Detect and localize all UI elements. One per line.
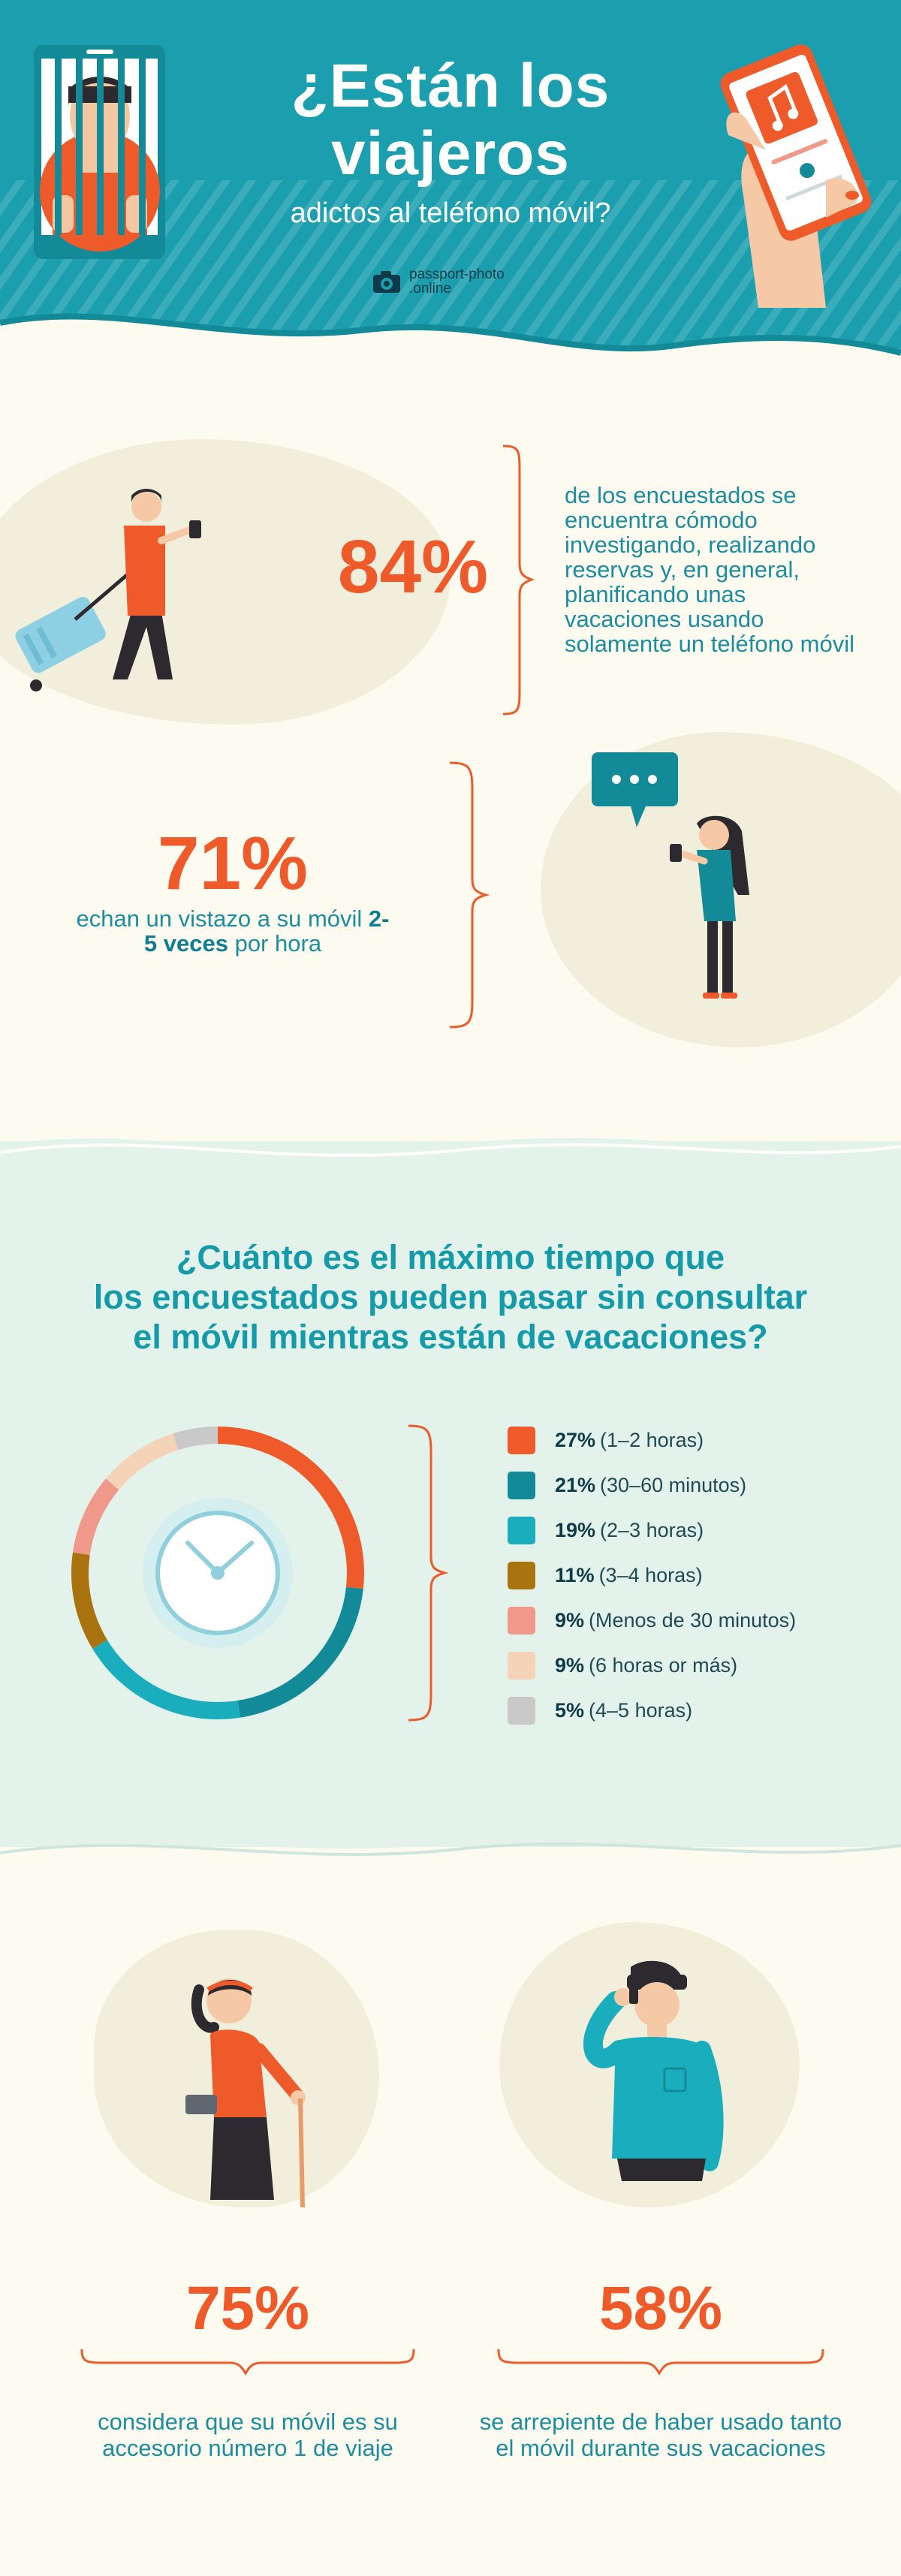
traveler-illustration: [15, 489, 201, 691]
question-line-2: los encuestados pueden pasar sin consult…: [93, 1278, 808, 1316]
legend-label: (2–3 horas): [600, 1518, 704, 1541]
man-phone-illustration: [583, 1960, 724, 2181]
chart-legend: 27% (1–2 horas) 21% (30–60 minutos) 19% (2–3 …: [508, 1418, 868, 1733]
section-wave-bottom: [0, 1817, 901, 1856]
legend-percent: 9%: [555, 1608, 585, 1631]
camera-icon: [373, 271, 400, 293]
brand-domain: .online: [409, 281, 451, 297]
question-line-3: el móvil mientras están de vacaciones?: [133, 1318, 768, 1356]
legend-label: (30–60 minutos): [600, 1473, 747, 1496]
legend-item: 27% (1–2 horas): [508, 1418, 868, 1463]
woman-cane-illustration: [185, 1978, 306, 2208]
legend-percent: 21%: [555, 1473, 596, 1496]
clock-icon: [143, 1498, 293, 1648]
donut-slice: [173, 1427, 218, 1451]
legend-swatch: [508, 1696, 535, 1725]
legend-swatch: [508, 1516, 535, 1544]
stat-58-description: se arrepiente de haber usado tanto el mó…: [443, 2409, 878, 2461]
donut-slice: [218, 1427, 364, 1589]
donut-slice: [71, 1552, 107, 1649]
legend-swatch: [508, 1561, 535, 1589]
blob-background-1: [0, 439, 450, 725]
donut-slice: [237, 1586, 363, 1718]
brace-left-chart: [408, 1424, 449, 1722]
legend-item: 21% (30–60 minutos): [508, 1463, 868, 1508]
question-line-1: ¿Cuánto es el máximo tiempo que: [176, 1238, 725, 1276]
donut-slice: [72, 1478, 119, 1556]
stat-71-value: 71%: [157, 821, 309, 905]
brand-logo: passport-photo .online: [372, 264, 505, 299]
legend-label: (1–2 horas): [600, 1428, 704, 1451]
legend-item: 9% (Menos de 30 minutos): [508, 1598, 868, 1643]
legend-label: (6 horas or más): [589, 1653, 738, 1677]
legend-swatch: [508, 1651, 535, 1680]
legend-percent: 9%: [555, 1653, 585, 1677]
stat-75-description: considera que su móvil es su accesorio n…: [45, 2409, 450, 2461]
legend-label: (Menos de 30 minutos): [589, 1608, 797, 1631]
stat-58-line-2: el móvil durante sus vacaciones: [496, 2435, 826, 2461]
donut-slice: [105, 1433, 179, 1490]
brace-bottom-2: [497, 2349, 824, 2376]
legend-swatch: [508, 1426, 535, 1454]
legend-percent: 11%: [555, 1563, 595, 1586]
page-subtitle: adictos al teléfono móvil?: [290, 197, 611, 229]
legend-item: 11% (3–4 horas): [508, 1553, 868, 1598]
stat-75-line-2: accesorio número 1 de viaje: [102, 2435, 393, 2461]
legend-label: (4–5 horas): [589, 1698, 693, 1722]
stat-75-line-1: considera que su móvil es su: [98, 2409, 398, 2435]
legend-item: 5% (4–5 horas): [508, 1688, 868, 1733]
stat-84-value: 84%: [337, 525, 489, 609]
section-wave-top: [0, 1137, 901, 1167]
legend-label: (3–4 horas): [598, 1563, 703, 1586]
brace-bottom-1: [80, 2349, 415, 2376]
title-line-1: ¿Están los: [291, 52, 610, 120]
question-title: ¿Cuánto es el máximo tiempo que los encu…: [0, 1237, 901, 1357]
legend-percent: 27%: [555, 1428, 596, 1451]
title-line-2: viajeros: [331, 119, 570, 188]
stat-71-text-bold: 2-5 veces: [143, 905, 390, 957]
header-wave: [0, 313, 901, 368]
page-title: ¿Están los viajeros: [195, 53, 706, 188]
legend-swatch: [508, 1606, 535, 1634]
jailed-phone-illustration: [34, 45, 165, 259]
legend-percent: 19%: [555, 1518, 596, 1541]
legend-percent: 5%: [555, 1698, 585, 1722]
stat-71-text-post: por hora: [228, 930, 322, 957]
woman-phone-illustration: [592, 752, 749, 999]
brand-name: passport-photo: [409, 267, 505, 282]
stat-58-value: 58%: [598, 2274, 723, 2343]
stat-75-value: 75%: [185, 2274, 310, 2343]
stat-84-description: de los encuestados se encuentra cómodo i…: [565, 482, 855, 657]
donut-chart: [71, 1427, 364, 1719]
brace-left-2: [449, 761, 490, 1029]
question-section-background: [0, 1141, 901, 1847]
legend-item: 19% (2–3 horas): [508, 1508, 868, 1553]
brace-right-1: [502, 444, 535, 716]
legend-item: 9% (6 horas or más): [508, 1643, 868, 1688]
hand-phone-illustration: [720, 44, 872, 308]
stat-71-description: echan un vistazo a su móvil 2-5 veces po…: [75, 906, 390, 956]
stat-71-text-pre: echan un vistazo a su móvil: [76, 905, 369, 932]
stat-58-line-1: se arrepiente de haber usado tanto: [479, 2409, 842, 2435]
donut-slice: [92, 1640, 241, 1719]
legend-swatch: [508, 1471, 535, 1499]
